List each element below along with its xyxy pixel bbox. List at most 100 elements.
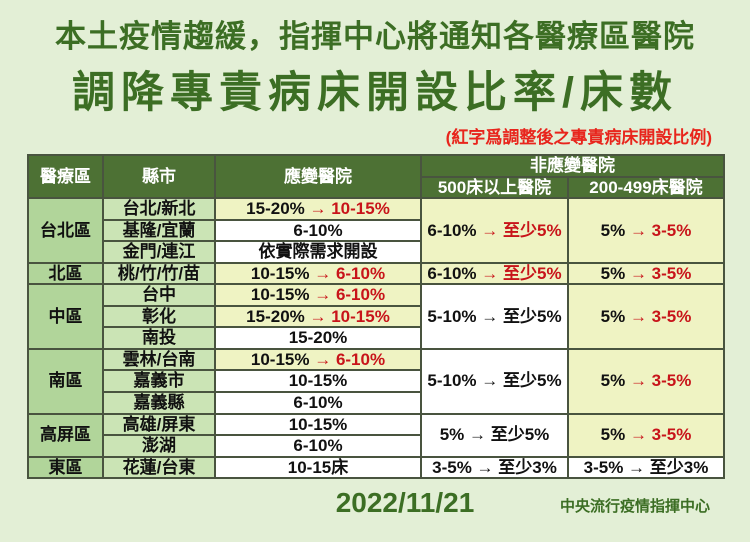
responding-hospital-rate-cell: 6-10% <box>214 218 422 243</box>
original-value: 5% <box>600 306 630 326</box>
header-region: 醫療區 <box>27 153 104 200</box>
responding-hospital-rate-cell: 10-15% <box>214 412 422 437</box>
original-value: 15-20% <box>246 199 310 219</box>
original-value: 5% <box>600 425 630 445</box>
table-row: 南投 15-20% <box>28 326 724 350</box>
responding-hospital-rate-cell: 依實際需求開設 <box>214 240 422 264</box>
original-value: 5% <box>600 263 630 283</box>
adjusted-value: → 6-10% <box>314 349 386 369</box>
original-value: 10-15% <box>288 414 348 434</box>
county-cell: 南投 <box>102 326 216 350</box>
original-value: 10-15% <box>250 285 315 305</box>
beds-200-499-rate-cell: 5% → 3-5% <box>567 283 725 350</box>
responding-hospital-rate-cell: 10-15% → 6-10% <box>214 283 422 307</box>
original-value: 5% <box>600 371 630 391</box>
county-cell: 花蓮/台東 <box>102 455 216 480</box>
header-county: 縣市 <box>102 153 216 200</box>
date-label: 2022/11/21 <box>335 487 475 519</box>
adjusted-value: → 10-15% <box>309 306 390 326</box>
original-value: 6-10% <box>293 436 343 456</box>
title-line1: 本土疫情趨緩，指揮中心將通知各醫療區醫院 <box>55 19 695 54</box>
original-value: 5% <box>600 220 630 240</box>
original-value: 10-15床 <box>287 457 349 477</box>
original-value: 5-10% → 至少5% <box>427 371 562 391</box>
region-cell: 南區 <box>27 347 104 415</box>
adjusted-value: → 6-10% <box>314 263 386 283</box>
title-line2: 調降專責病床開設比率/床數 <box>72 69 678 117</box>
responding-hospital-rate-cell: 10-15% → 6-10% <box>214 347 422 372</box>
responding-hospital-rate-cell: 10-15床 <box>214 455 422 480</box>
original-value: 15-20% <box>246 306 310 326</box>
original-value: 10-15% <box>250 263 315 283</box>
table-row: 嘉義縣 6-10% <box>28 391 724 415</box>
county-cell: 高雄/屏東 <box>102 412 216 437</box>
table-row: 澎湖 6-10% <box>28 434 724 458</box>
original-value: 15-20% <box>288 328 348 348</box>
table-row: 北區 桃/竹/竹/苗 10-15% → 6-10% 6-10% → 至少5% 5% → … <box>27 261 725 286</box>
county-cell: 桃/竹/竹/苗 <box>102 261 216 286</box>
table-row: 台北區 台北/新北 15-20% → 10-15% 6-10% → 至少5% 5% → … <box>27 197 725 264</box>
original-value: 10-15% <box>288 371 348 391</box>
table-row: 東區 花蓮/台東 10-15床 3-5% → 至少3% 3-5% → 至少3% <box>27 455 725 480</box>
county-cell: 雲林/台南 <box>102 347 216 372</box>
table-row: 彰化 15-20% → 10-15% <box>28 304 724 329</box>
region-cell: 北區 <box>27 261 104 286</box>
county-cell: 嘉義縣 <box>102 391 216 415</box>
header-responding-hospital: 應變醫院 <box>214 153 422 200</box>
original-value: 6-10% <box>293 393 343 413</box>
adjusted-value: → 3-5% <box>629 371 692 391</box>
county-cell: 澎湖 <box>102 434 216 458</box>
responding-hospital-rate-cell: 6-10% <box>214 391 422 415</box>
beds-200-499-rate-cell: 5% → 3-5% <box>567 197 725 264</box>
red-legend-note: (紅字爲調整後之專責病床開設比例) <box>445 128 712 147</box>
beds-500-plus-rate-cell: 5-10% → 至少5% <box>420 283 569 350</box>
beds-200-499-rate-cell: 5% → 3-5% <box>567 347 725 415</box>
beds-200-499-rate-cell: 5% → 3-5% <box>567 261 725 286</box>
infographic-page: { "title": { "line1": "本土疫情趨緩，指揮中心將通知各醫療… <box>0 11 750 542</box>
org-name: 中央流行疫情指揮中心 <box>559 498 710 516</box>
original-value: 6-10% <box>427 220 482 240</box>
table-row: 基隆/宜蘭 6-10% <box>28 218 724 243</box>
adjusted-value: → 6-10% <box>314 285 386 305</box>
adjusted-value: → 至少5% <box>481 220 562 240</box>
region-cell: 高屏區 <box>27 412 104 458</box>
adjusted-value: → 3-5% <box>629 220 692 240</box>
header-non-responding-hospital: 非應變醫院 <box>420 154 725 178</box>
beds-500-plus-rate-cell: 6-10% → 至少5% <box>420 197 569 264</box>
original-value: 6-10% <box>427 263 482 283</box>
table-row: 金門/連江 依實際需求開設 <box>28 240 724 264</box>
county-cell: 台中 <box>102 283 216 307</box>
original-value: 5% → 至少5% <box>439 425 550 445</box>
region-cell: 東區 <box>27 455 104 480</box>
table-row: 中區 台中 10-15% → 6-10% 5-10% → 至少5% 5% → 3-5% <box>27 283 725 350</box>
beds-500-plus-rate-cell: 5-10% → 至少5% <box>420 347 569 415</box>
table-body: 台北區 台北/新北 15-20% → 10-15% 6-10% → 至少5% 5% → … <box>27 197 725 480</box>
beds-500-plus-rate-cell: 5% → 至少5% <box>420 412 569 458</box>
original-value: 6-10% <box>293 220 343 240</box>
responding-hospital-rate-cell: 15-20% <box>214 326 422 350</box>
county-cell: 彰化 <box>102 304 216 329</box>
beds-200-499-rate-cell: 5% → 3-5% <box>567 412 725 458</box>
responding-hospital-rate-cell: 10-15% <box>214 369 422 393</box>
table-row: 南區 雲林/台南 10-15% → 6-10% 5-10% → 至少5% 5% → 3-… <box>27 347 725 415</box>
county-cell: 金門/連江 <box>102 240 216 264</box>
beds-500-plus-rate-cell: 6-10% → 至少5% <box>420 261 569 286</box>
table-row: 高屏區 高雄/屏東 10-15% 5% → 至少5% 5% → 3-5% <box>27 412 725 458</box>
original-value: 5-10% → 至少5% <box>427 306 562 326</box>
header-beds-200-499: 200-499床醫院 <box>567 175 725 200</box>
responding-hospital-rate-cell: 15-20% → 10-15% <box>214 197 422 221</box>
adjusted-value: → 10-15% <box>309 199 390 219</box>
adjusted-value: → 至少5% <box>481 263 562 283</box>
beds-500-plus-rate-cell: 3-5% → 至少3% <box>420 455 569 480</box>
adjusted-value: → 3-5% <box>629 263 692 283</box>
responding-hospital-rate-cell: 10-15% → 6-10% <box>214 261 422 286</box>
county-cell: 基隆/宜蘭 <box>102 218 216 243</box>
original-value: 3-5% → 至少3% <box>583 457 709 477</box>
footer: 2022/11/21 中央流行疫情指揮中心 <box>0 485 750 525</box>
responding-hospital-rate-cell: 6-10% <box>214 434 422 458</box>
county-cell: 嘉義市 <box>102 369 216 393</box>
original-value: 10-15% <box>250 349 315 369</box>
region-cell: 台北區 <box>27 197 104 264</box>
bed-rate-table: 醫療區 縣市 應變醫院 非應變醫院 500床以上醫院 200-499床醫院 台北… <box>27 153 725 480</box>
adjusted-value: → 3-5% <box>629 306 692 326</box>
